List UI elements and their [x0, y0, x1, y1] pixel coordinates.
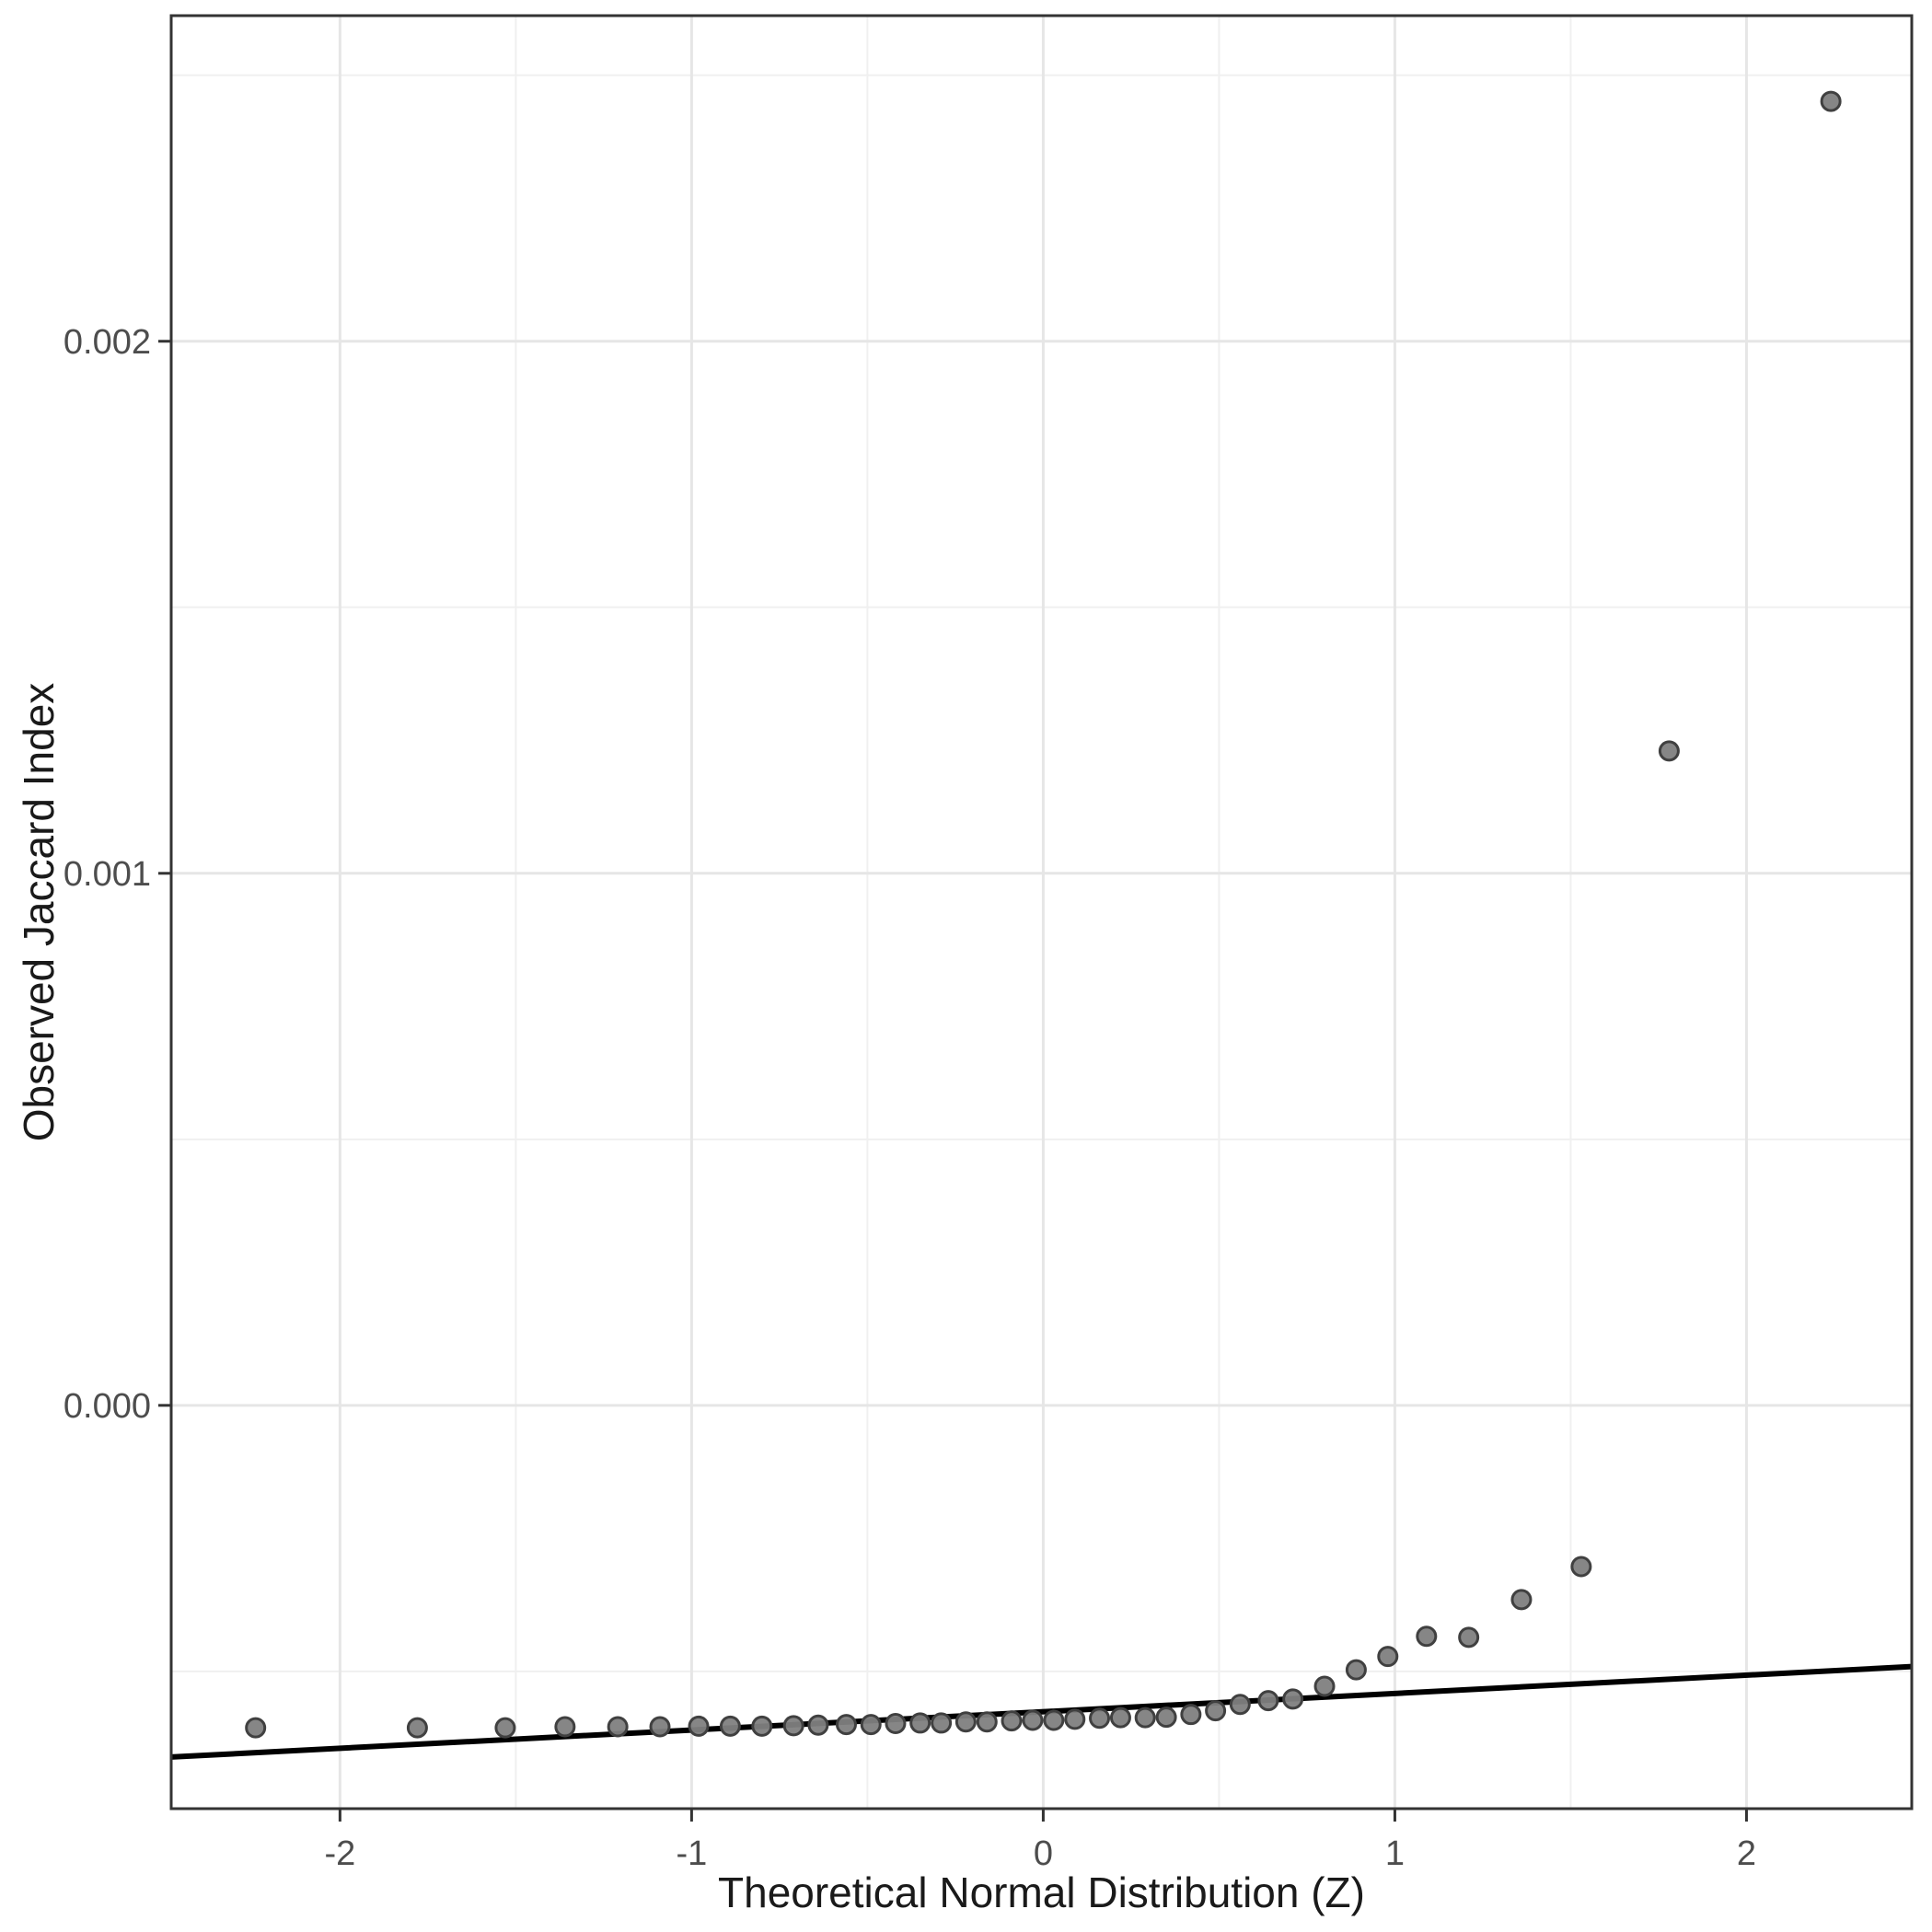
data-point — [1180, 1704, 1202, 1726]
y-axis-title: Observed Jaccard Index — [15, 683, 63, 1142]
data-point — [1155, 1706, 1177, 1729]
data-point — [1820, 90, 1842, 112]
data-point — [1134, 1706, 1156, 1729]
data-point — [909, 1712, 931, 1734]
data-point — [1282, 1688, 1304, 1710]
data-point — [1257, 1690, 1279, 1712]
data-point — [1001, 1710, 1023, 1732]
data-point — [1109, 1706, 1131, 1729]
data-points — [245, 90, 1842, 1739]
data-point — [1510, 1589, 1533, 1611]
data-point — [649, 1716, 671, 1738]
data-point — [931, 1712, 953, 1734]
x-tick-label: -1 — [676, 1834, 707, 1873]
data-point — [751, 1715, 773, 1737]
data-point — [1313, 1675, 1336, 1697]
data-point — [1416, 1625, 1438, 1648]
y-tick-label: 0.001 — [64, 855, 151, 894]
data-point — [1043, 1709, 1065, 1731]
data-point — [1345, 1659, 1367, 1681]
data-point — [1064, 1708, 1086, 1730]
x-tick-label: 2 — [1737, 1834, 1756, 1873]
data-point — [860, 1714, 882, 1736]
axis-tick-marks — [158, 340, 1748, 1822]
data-point — [954, 1711, 977, 1733]
data-point — [1658, 740, 1680, 762]
data-point — [607, 1716, 629, 1738]
data-point — [976, 1711, 998, 1733]
x-tick-label: 1 — [1385, 1834, 1405, 1873]
plot-panel-border — [169, 14, 1914, 1811]
data-point — [554, 1716, 576, 1738]
data-point — [406, 1717, 428, 1739]
y-tick-label: 0.002 — [64, 323, 151, 362]
data-point — [1229, 1694, 1251, 1716]
grid-minor — [171, 16, 1912, 1809]
y-axis-tick-labels: 0.000 0.001 0.002 — [64, 323, 151, 1426]
data-point — [835, 1714, 857, 1736]
data-point — [1570, 1556, 1592, 1578]
qq-reference-line — [170, 1663, 1913, 1760]
data-point — [885, 1713, 907, 1735]
x-axis-tick-labels: -2 -1 0 1 2 — [324, 1834, 1756, 1873]
data-point — [1089, 1707, 1111, 1730]
data-point — [1377, 1646, 1399, 1668]
grid-major — [171, 16, 1912, 1809]
data-point — [245, 1717, 267, 1739]
data-point — [1458, 1626, 1480, 1649]
data-point — [782, 1715, 804, 1737]
data-point — [688, 1715, 710, 1737]
data-point — [1205, 1700, 1227, 1722]
data-point — [807, 1714, 829, 1736]
x-axis-title: Theoretical Normal Distribution (Z) — [718, 1868, 1365, 1916]
x-tick-label: 0 — [1034, 1834, 1053, 1873]
x-tick-label: -2 — [324, 1834, 355, 1873]
y-tick-label: 0.000 — [64, 1387, 151, 1426]
data-point — [494, 1717, 516, 1739]
data-point — [719, 1715, 741, 1737]
data-point — [1022, 1709, 1044, 1731]
plot-panel-background — [171, 16, 1912, 1809]
